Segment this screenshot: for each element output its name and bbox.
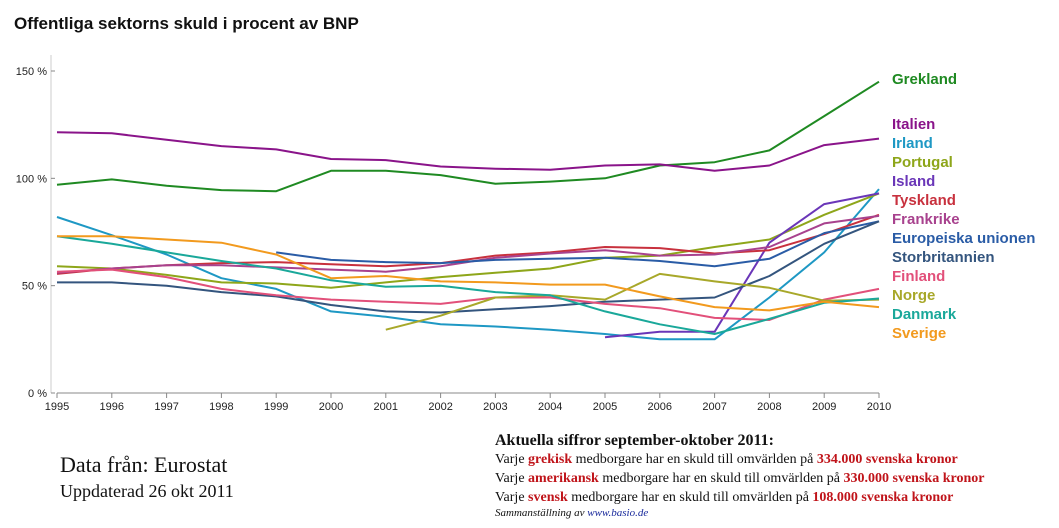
- facts-row-amount: 334.000 svenska kronor: [816, 452, 958, 467]
- credit-link[interactable]: www.basio.de: [587, 507, 649, 519]
- legend-label: Sverige: [892, 325, 946, 342]
- series-line-europeiska-unionen: [276, 220, 880, 268]
- chart-lines: [56, 80, 880, 341]
- x-tick-label: 2004: [538, 401, 562, 413]
- facts-row-text: medborgare har en skuld till omvärlden p…: [598, 471, 844, 486]
- legend-label: Grekland: [892, 71, 957, 88]
- legend-label: Island: [892, 173, 935, 190]
- legend-label: Tyskland: [892, 192, 956, 209]
- facts-row-nationality: grekisk: [528, 452, 573, 467]
- series-line-italien: [56, 131, 880, 172]
- legend-label: Finland: [892, 268, 945, 285]
- x-tick-label: 2007: [702, 401, 726, 413]
- facts-row-nationality: svensk: [528, 490, 568, 505]
- series-line-norge: [385, 272, 880, 331]
- y-tick-label: 150 %: [16, 66, 47, 78]
- chart-axes: 0 % 50 % 100 % 150 % 1995 1996 1997 1998 1999 200…: [16, 55, 891, 413]
- facts-credit: Sammanställning av www.basio.de: [495, 507, 984, 519]
- facts-row-amount: 108.000 svenska kronor: [812, 490, 954, 505]
- facts-row-text: medborgare har en skuld till omvärlden p…: [567, 490, 813, 505]
- x-tick-label: 1997: [154, 401, 178, 413]
- facts-row-nationality: amerikansk: [528, 471, 599, 486]
- facts-heading: Aktuella siffror september-oktober 2011:: [495, 432, 774, 449]
- series-line-finland: [56, 268, 880, 321]
- legend-label: Europeiska unionen: [892, 230, 1035, 247]
- source-note: Data från: Eurostat: [60, 452, 228, 477]
- facts-row-amount: 330.000 svenska kronor: [843, 471, 985, 486]
- series-line-tyskland: [56, 213, 880, 275]
- facts-row: Varje amerikansk medborgare har en skuld…: [495, 469, 984, 488]
- legend-label: Irland: [892, 135, 933, 152]
- x-tick-label: 2003: [483, 401, 507, 413]
- series-line-storbritannien: [57, 220, 880, 314]
- facts-row-text: Varje: [495, 471, 529, 486]
- x-tick-label: 2001: [374, 401, 398, 413]
- y-tick-label: 0 %: [28, 388, 47, 400]
- line-chart: 0 % 50 % 100 % 150 % 1995 1996 1997 1998 1999 200…: [16, 55, 1035, 413]
- facts-box: Aktuella siffror september-oktober 2011:…: [495, 432, 984, 519]
- updated-note: Uppdaterad 26 okt 2011: [60, 481, 234, 501]
- x-tick-label: 2005: [593, 401, 617, 413]
- facts-row: Varje svensk medborgare har en skuld til…: [495, 488, 984, 507]
- facts-row-text: medborgare har en skuld till omvärlden p…: [572, 452, 817, 467]
- x-tick-label: 2006: [648, 401, 672, 413]
- legend-label: Portugal: [892, 154, 953, 171]
- legend-label: Storbritannien: [892, 249, 995, 266]
- x-tick-label: 2008: [757, 401, 781, 413]
- facts-row-text: Varje: [495, 452, 529, 467]
- legend-label: Danmark: [892, 306, 957, 323]
- x-tick-label: 1998: [209, 401, 233, 413]
- legend-label: Italien: [892, 116, 935, 133]
- x-tick-label: 2000: [319, 401, 343, 413]
- y-tick-label: 100 %: [16, 173, 47, 185]
- x-tick-label: 1996: [100, 401, 124, 413]
- x-tick-label: 1999: [264, 401, 288, 413]
- facts-row-text: Varje: [495, 490, 529, 505]
- chart-title: Offentliga sektorns skuld i procent av B…: [14, 14, 359, 33]
- legend-label: Frankrike: [892, 211, 960, 228]
- series-line-danmark: [56, 235, 880, 335]
- credit-prefix: Sammanställning av: [495, 507, 588, 519]
- chart-legend: Grekland Italien Irland Portugal Island Tyskl…: [892, 71, 1035, 342]
- series-line-grekland: [56, 80, 880, 193]
- x-tick-label: 2009: [812, 401, 836, 413]
- facts-row: Varje grekisk medborgare har en skuld ti…: [495, 450, 984, 469]
- x-tick-label: 2010: [867, 401, 891, 413]
- x-tick-label: 2002: [428, 401, 452, 413]
- x-tick-label: 1995: [45, 401, 69, 413]
- series-line-portugal: [56, 192, 880, 289]
- series-line-sverige: [57, 235, 880, 312]
- series-line-island: [604, 192, 880, 339]
- legend-label: Norge: [892, 287, 935, 304]
- y-tick-label: 50 %: [22, 281, 47, 293]
